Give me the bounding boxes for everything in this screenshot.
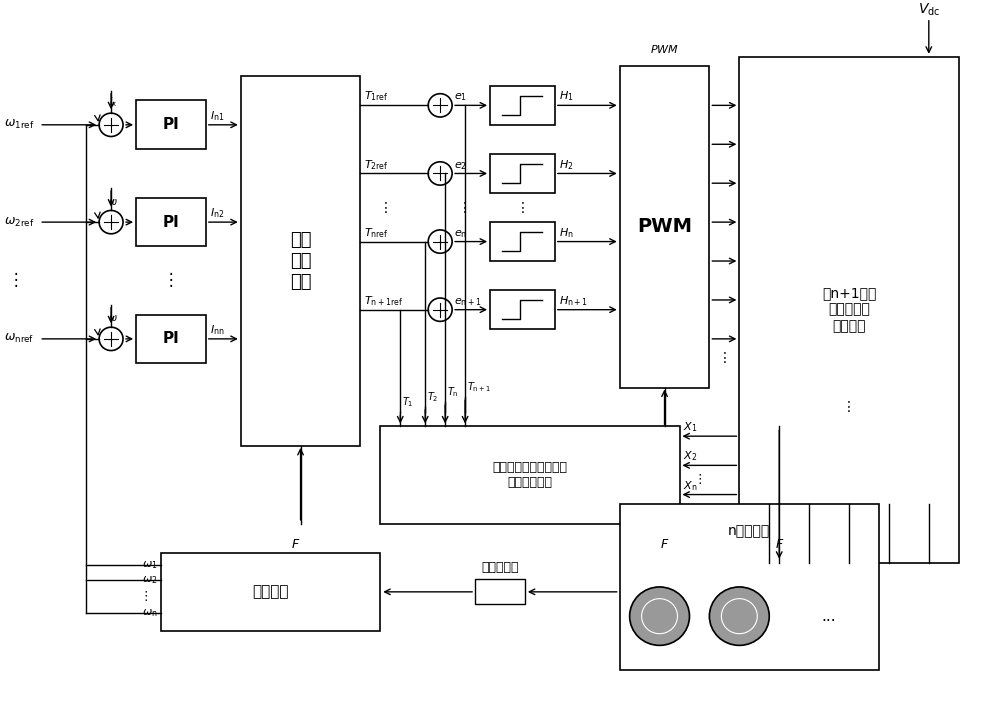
Text: n个电机组: n个电机组 — [728, 524, 770, 537]
Text: $T_{\rm 1ref}$: $T_{\rm 1ref}$ — [364, 89, 389, 104]
FancyBboxPatch shape — [490, 86, 555, 125]
FancyBboxPatch shape — [136, 198, 206, 246]
Text: ⋮: ⋮ — [717, 351, 731, 366]
Text: $I_{\rm nn}$: $I_{\rm nn}$ — [210, 323, 224, 337]
Text: $H_{\rm n}$: $H_{\rm n}$ — [559, 226, 574, 240]
Circle shape — [630, 587, 689, 645]
Text: $F$: $F$ — [775, 538, 784, 552]
Text: $e_{\rm 2}$: $e_{\rm 2}$ — [454, 160, 467, 172]
FancyBboxPatch shape — [475, 579, 525, 604]
Circle shape — [709, 587, 769, 645]
Text: $H_{\rm n+1}$: $H_{\rm n+1}$ — [559, 294, 588, 307]
FancyBboxPatch shape — [620, 67, 709, 388]
Text: $\omega_{\rm 1ref}$: $\omega_{\rm 1ref}$ — [4, 119, 35, 131]
Text: $X_{\rm 2}$: $X_{\rm 2}$ — [683, 449, 698, 464]
Text: ⋮: ⋮ — [140, 590, 152, 604]
Text: ⋮: ⋮ — [163, 271, 179, 290]
Text: $T_{\rm n}$: $T_{\rm n}$ — [447, 386, 459, 399]
FancyBboxPatch shape — [161, 553, 380, 630]
Text: $\omega_{\rm n}$: $\omega_{\rm n}$ — [142, 607, 158, 619]
Text: ...: ... — [822, 608, 836, 623]
Text: $\omega_{\rm nref}$: $\omega_{\rm nref}$ — [4, 332, 35, 346]
Text: $I_{\rm n2}$: $I_{\rm n2}$ — [210, 207, 224, 220]
Text: ⋮: ⋮ — [458, 200, 472, 214]
Text: 转速计算: 转速计算 — [252, 584, 289, 599]
Text: $T_{\rm 2}$: $T_{\rm 2}$ — [427, 391, 439, 404]
FancyBboxPatch shape — [136, 315, 206, 364]
Text: $H_{\rm 2}$: $H_{\rm 2}$ — [559, 158, 573, 172]
Text: $X_{\rm 1}$: $X_{\rm 1}$ — [683, 420, 698, 435]
Text: $V_{\rm dc}$: $V_{\rm dc}$ — [918, 1, 940, 18]
Text: $T_{\rm 1}$: $T_{\rm 1}$ — [402, 395, 414, 409]
Text: （n+1）相
电压源型容
错逆变器: （n+1）相 电压源型容 错逆变器 — [822, 287, 876, 333]
Text: PI: PI — [163, 117, 179, 132]
Text: $\omega$: $\omega$ — [108, 197, 118, 207]
Text: $X_{\rm n}$: $X_{\rm n}$ — [683, 479, 698, 493]
Text: ⋮: ⋮ — [693, 474, 706, 486]
FancyBboxPatch shape — [739, 57, 959, 562]
Text: PWM: PWM — [637, 217, 692, 236]
Text: $\omega_{\rm 2ref}$: $\omega_{\rm 2ref}$ — [4, 216, 35, 229]
FancyBboxPatch shape — [241, 76, 360, 446]
Text: ⋮: ⋮ — [8, 271, 25, 290]
Text: $I_{\rm n1}$: $I_{\rm n1}$ — [210, 109, 224, 123]
Text: $\omega_{\rm 2}$: $\omega_{\rm 2}$ — [142, 574, 158, 586]
Text: $e_{\rm 1}$: $e_{\rm 1}$ — [454, 92, 467, 104]
Text: ⋮: ⋮ — [516, 200, 529, 214]
Text: $\omega$: $\omega$ — [108, 313, 118, 323]
Text: $F$: $F$ — [291, 538, 300, 552]
Text: 位置传感器: 位置传感器 — [481, 561, 519, 574]
FancyBboxPatch shape — [490, 154, 555, 193]
FancyBboxPatch shape — [380, 427, 680, 524]
Text: $H_{\rm 1}$: $H_{\rm 1}$ — [559, 89, 573, 104]
Text: $PWM$: $PWM$ — [650, 43, 679, 55]
Text: $T_{\rm n+1}$: $T_{\rm n+1}$ — [467, 381, 491, 394]
Text: $F$: $F$ — [660, 538, 669, 552]
Text: PI: PI — [163, 214, 179, 229]
Text: $T_{\rm nref}$: $T_{\rm nref}$ — [364, 226, 389, 240]
Text: $T_{\rm n+1ref}$: $T_{\rm n+1ref}$ — [364, 294, 404, 307]
Text: $\omega_{\rm 1}$: $\omega_{\rm 1}$ — [142, 559, 158, 571]
FancyBboxPatch shape — [490, 222, 555, 261]
Text: 参考
转矩
计算: 参考 转矩 计算 — [290, 231, 311, 291]
Text: PI: PI — [163, 332, 179, 346]
FancyBboxPatch shape — [136, 101, 206, 149]
Text: ⋮: ⋮ — [378, 200, 392, 214]
FancyBboxPatch shape — [490, 290, 555, 329]
Text: $T_{\rm 2ref}$: $T_{\rm 2ref}$ — [364, 158, 389, 172]
Text: 转矩计算、故障检测和
容错控制单元: 转矩计算、故障检测和 容错控制单元 — [492, 461, 567, 489]
Text: ⋮: ⋮ — [842, 400, 856, 414]
Text: $e_{\rm n}$: $e_{\rm n}$ — [454, 228, 467, 240]
Text: $i_{\rm x}$: $i_{\rm x}$ — [109, 95, 117, 109]
FancyBboxPatch shape — [620, 504, 879, 670]
Text: $e_{\rm n+1}$: $e_{\rm n+1}$ — [454, 296, 482, 307]
